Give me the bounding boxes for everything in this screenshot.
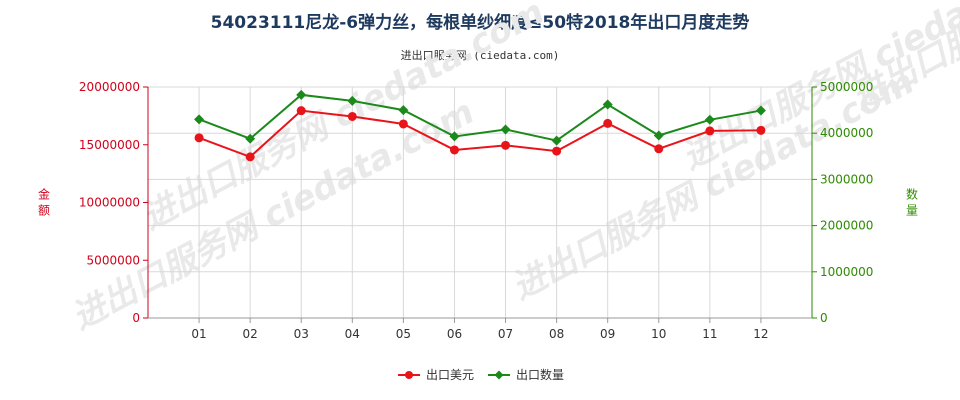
legend-label-amount: 出口美元	[426, 368, 474, 382]
y-tick-label-right: 5000000	[820, 80, 873, 94]
y-tick-label-right: 0	[820, 311, 828, 325]
legend-marker-amount	[405, 371, 413, 379]
x-tick-label: 04	[345, 327, 360, 341]
x-tick-label: 11	[702, 327, 717, 341]
data-point-amount	[245, 152, 255, 162]
series-line-amount	[198, 109, 761, 159]
x-tick-label: 01	[191, 327, 206, 341]
x-tick-label: 05	[396, 327, 411, 341]
x-tick-label: 09	[600, 327, 615, 341]
y-tick-label-right: 4000000	[820, 126, 873, 140]
legend-marker-quantity	[494, 370, 504, 380]
legend-label-quantity: 出口数量	[516, 367, 564, 382]
y-tick-label-right: 1000000	[820, 265, 873, 279]
data-point-amount	[296, 106, 306, 116]
y-axis-title-left: 金额	[38, 187, 50, 218]
data-point-amount	[756, 125, 766, 135]
data-point-amount	[552, 146, 562, 156]
x-tick-label: 06	[447, 327, 462, 341]
series-line-quantity	[198, 93, 762, 142]
data-point-amount	[194, 133, 204, 143]
y-tick-label-left: 5000000	[87, 253, 140, 267]
y-tick-label-left: 10000000	[79, 196, 140, 210]
data-point-amount	[347, 111, 357, 121]
x-tick-label: 03	[294, 327, 309, 341]
data-point-amount	[398, 119, 408, 129]
data-point-quantity	[704, 114, 715, 125]
data-point-quantity	[296, 89, 307, 100]
chart-title: 54023111尼龙-6弹力丝，每根单纱细度≤50特2018年出口月度走势	[210, 13, 750, 33]
data-point-quantity	[347, 95, 358, 106]
data-point-quantity	[398, 105, 409, 116]
x-tick-label: 02	[243, 327, 258, 341]
data-point-quantity	[653, 130, 664, 141]
y-tick-label-right: 2000000	[820, 219, 873, 233]
data-point-amount	[654, 144, 664, 154]
x-tick-label: 08	[549, 327, 564, 341]
chart-subtitle: 进出口服务网 (ciedata.com)	[400, 49, 560, 62]
data-point-quantity	[449, 131, 460, 142]
data-point-amount	[449, 145, 459, 155]
data-point-quantity	[500, 124, 511, 135]
data-point-quantity	[194, 114, 205, 125]
y-tick-label-right: 3000000	[820, 172, 873, 186]
x-tick-label: 10	[651, 327, 666, 341]
y-axis-title-right: 数量	[906, 187, 918, 218]
x-tick-label: 07	[498, 327, 513, 341]
data-point-amount	[501, 140, 511, 150]
y-tick-label-left: 15000000	[79, 138, 140, 152]
y-tick-label-left: 20000000	[79, 80, 140, 94]
data-point-quantity	[245, 133, 256, 144]
data-point-amount	[603, 118, 613, 128]
x-tick-label: 12	[753, 327, 768, 341]
data-point-quantity	[755, 105, 766, 116]
y-tick-label-left: 0	[132, 311, 140, 325]
data-point-quantity	[551, 135, 562, 146]
data-point-amount	[705, 126, 715, 136]
data-point-quantity	[602, 99, 613, 110]
